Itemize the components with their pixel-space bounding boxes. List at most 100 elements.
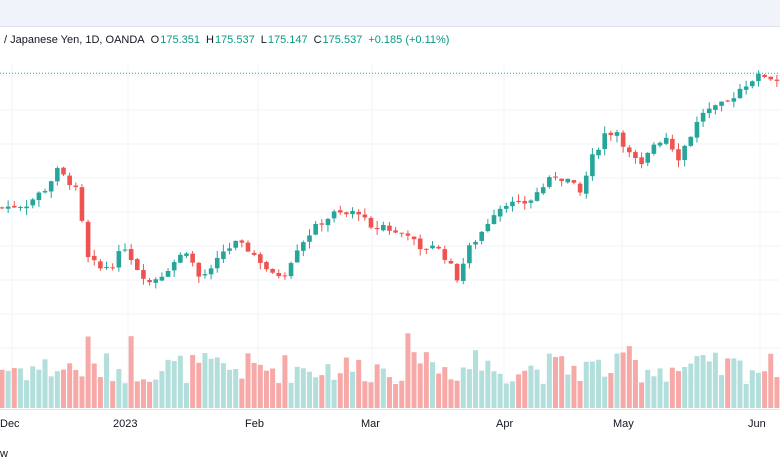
volume-bar <box>485 360 491 408</box>
volume-bar <box>509 381 515 408</box>
volume-bar <box>663 381 669 408</box>
candle-body <box>190 253 195 263</box>
volume-bar <box>227 369 233 408</box>
volume-bar <box>676 371 681 408</box>
volume-bar <box>85 336 91 408</box>
candle-body <box>24 206 29 209</box>
volume-bar <box>104 353 110 408</box>
candle-body <box>522 200 528 204</box>
volume-bar <box>768 353 774 408</box>
candle-body <box>602 133 607 150</box>
x-axis-tick-label: 2023 <box>113 418 137 430</box>
volume-bar <box>147 381 153 408</box>
candle-body <box>645 152 651 163</box>
volume-bar <box>516 374 522 408</box>
volume-bar <box>682 367 688 408</box>
symbol-label[interactable]: / Japanese Yen, 1D, OANDA <box>4 34 145 46</box>
candle-body <box>214 257 220 269</box>
volume-bar <box>54 371 60 408</box>
volume-bar <box>300 368 306 408</box>
candle-body <box>61 167 66 175</box>
candle-body <box>307 235 312 242</box>
price-chart[interactable]: Dec 2023 Feb Mar Apr May Jun <box>0 0 780 440</box>
candle-body <box>510 201 515 207</box>
volume-bar <box>128 336 134 408</box>
volume-bar <box>350 371 356 408</box>
candle-body <box>700 112 706 122</box>
candle-body <box>442 249 448 260</box>
volume-bar <box>79 376 85 408</box>
candle-body <box>670 138 675 150</box>
volume-bar <box>134 381 140 408</box>
top-toolbar <box>0 0 780 27</box>
candle-body <box>528 200 534 203</box>
volume-bar <box>774 377 780 408</box>
candle-body <box>12 205 17 208</box>
low-label: L <box>260 34 267 46</box>
candle-body <box>270 268 275 273</box>
candle-body <box>91 255 97 261</box>
volume-bar <box>17 368 23 408</box>
candle-body <box>706 108 712 114</box>
candle-body <box>762 74 767 77</box>
ohlc-legend: / Japanese Yen, 1D, OANDA O 175.351 H 175.… <box>0 32 449 48</box>
candle-body <box>657 142 663 146</box>
candle-body <box>473 241 478 245</box>
candle-body <box>756 73 761 82</box>
candle-body <box>79 187 85 221</box>
volume-bar <box>583 361 589 408</box>
candle-body <box>276 272 282 277</box>
candle-body <box>48 181 54 192</box>
volume-bar <box>288 382 294 408</box>
candle-body <box>454 263 460 281</box>
x-axis-tick-label: Jun <box>748 418 766 430</box>
candle-body <box>399 232 405 234</box>
candle-body <box>479 231 484 241</box>
volume-bar <box>522 370 528 408</box>
candle-body <box>5 206 11 209</box>
volume-bar <box>42 359 48 408</box>
volume-bar <box>67 363 73 408</box>
high-value: 175.537 <box>214 34 255 46</box>
candle-body <box>319 223 325 225</box>
candle-body <box>719 101 724 106</box>
volume-bar <box>725 358 731 408</box>
candle-body <box>202 274 208 276</box>
volume-bar <box>159 371 165 408</box>
candle-body <box>301 242 306 251</box>
candle-body <box>547 177 552 187</box>
candle-body <box>534 192 540 201</box>
volume-bar <box>61 369 66 408</box>
candle-body <box>381 224 386 231</box>
candle-body <box>141 269 146 279</box>
volume-bar <box>448 379 454 408</box>
candle-body <box>184 253 189 256</box>
candle-body <box>750 81 755 87</box>
volume-bar <box>503 383 509 408</box>
volume-bar <box>245 353 251 408</box>
volume-bar <box>386 377 392 408</box>
volume-bar <box>276 383 282 408</box>
volume-bar <box>651 376 657 408</box>
candle-body <box>171 262 177 271</box>
candle-body <box>608 132 614 136</box>
volume-bar <box>620 352 626 408</box>
volume-bar <box>454 380 460 408</box>
x-axis-divider <box>0 409 780 410</box>
candle-body <box>356 211 361 215</box>
candle-body <box>737 88 743 99</box>
volume-bar <box>546 353 552 408</box>
candle-body <box>344 212 349 215</box>
volume-bar <box>184 383 189 408</box>
candle-body <box>553 176 558 178</box>
candle-body <box>393 230 398 233</box>
volume-bar <box>479 370 485 408</box>
candle-body <box>651 144 657 154</box>
volume-bar <box>270 368 276 408</box>
volume-bar <box>153 379 159 408</box>
volume-bar <box>356 359 362 408</box>
candle-body <box>73 185 79 188</box>
candle-body <box>417 238 423 250</box>
open-value: 175.351 <box>160 34 200 46</box>
candle-body <box>30 199 36 206</box>
